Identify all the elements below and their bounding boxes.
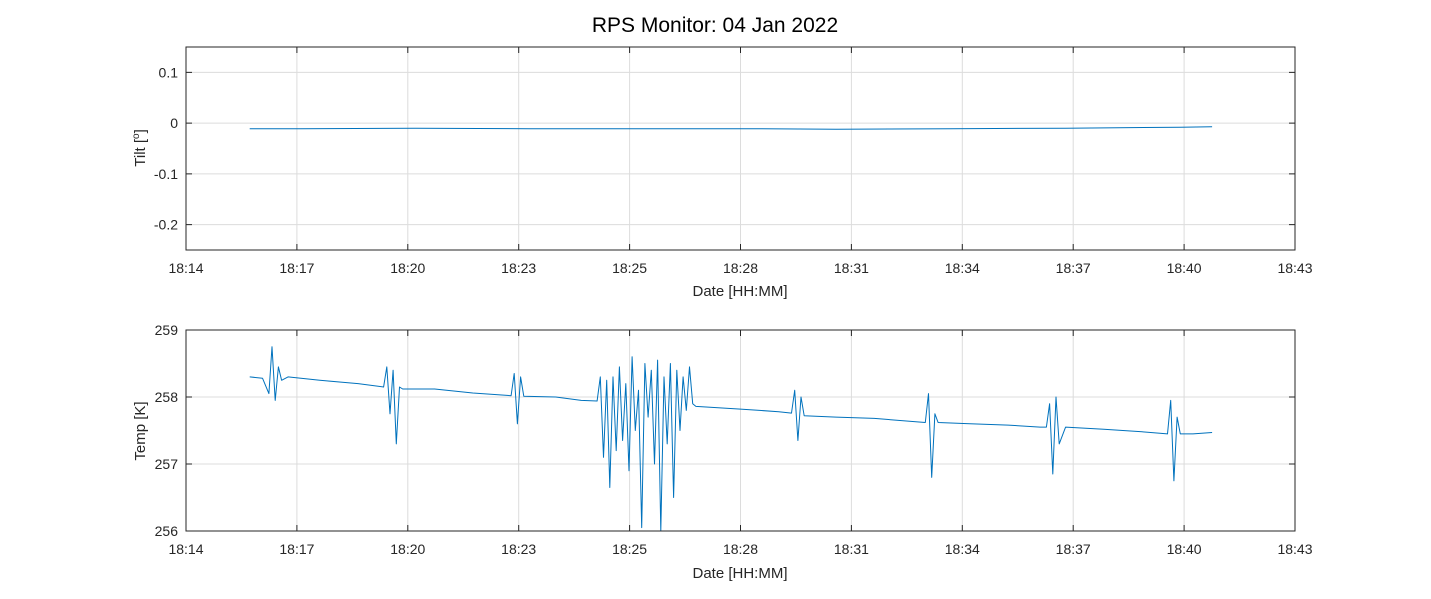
tilt-y-tick-labels: -0.2 -0.1 0 0.1 xyxy=(154,64,178,232)
tilt-x-tick-label: 18:31 xyxy=(834,260,869,276)
temp-x-tick-label: 18:17 xyxy=(279,541,314,557)
tilt-y-tick-label: -0.1 xyxy=(154,166,178,182)
temp-axes: 18:14 18:17 18:20 18:23 18:25 18:28 18:31 18:34… xyxy=(132,322,1313,582)
tilt-x-tick-label: 18:25 xyxy=(612,260,647,276)
tilt-y-tick-label: -0.2 xyxy=(154,217,178,233)
tilt-series-group xyxy=(249,126,1213,130)
tilt-y-label-superscript: o xyxy=(131,133,142,139)
tilt-x-tick-label: 18:20 xyxy=(390,260,425,276)
temp-x-tick-label: 18:23 xyxy=(501,541,536,557)
temp-x-tick-label: 18:37 xyxy=(1056,541,1091,557)
temp-series-group xyxy=(249,346,1213,532)
temp-x-tick-label: 18:31 xyxy=(834,541,869,557)
temp-series-line xyxy=(249,346,1213,532)
temp-ticks xyxy=(185,329,1296,532)
tilt-y-tick-label: 0 xyxy=(170,115,178,131)
tilt-x-tick-label: 18:43 xyxy=(1277,260,1312,276)
tilt-ticks xyxy=(185,47,1296,250)
temp-y-tick-labels: 256 257 258 259 xyxy=(155,322,179,539)
tilt-x-tick-label: 18:34 xyxy=(945,260,980,276)
temp-x-axis-label: Date [HH:MM] xyxy=(692,565,787,582)
temp-y-tick-label: 259 xyxy=(155,322,179,338)
tilt-x-tick-label: 18:17 xyxy=(279,260,314,276)
temp-y-tick-label: 258 xyxy=(155,389,179,405)
tilt-x-tick-label: 18:28 xyxy=(723,260,758,276)
temp-x-tick-label: 18:28 xyxy=(723,541,758,557)
tilt-x-tick-label: 18:37 xyxy=(1056,260,1091,276)
tilt-x-tick-label: 18:14 xyxy=(168,260,203,276)
temp-y-tick-label: 257 xyxy=(155,456,179,472)
tilt-y-label-end: ] xyxy=(132,129,149,133)
tilt-x-tick-label: 18:23 xyxy=(501,260,536,276)
temp-x-tick-label: 18:25 xyxy=(612,541,647,557)
tilt-axes: 18:14 18:17 18:20 18:23 18:25 18:28 18:31 18:34… xyxy=(131,46,1313,300)
tilt-grid xyxy=(186,47,1295,250)
temp-x-tick-labels: 18:14 18:17 18:20 18:23 18:25 18:28 18:31 18:34… xyxy=(168,541,1312,557)
tilt-y-tick-label: 0.1 xyxy=(159,64,179,80)
tilt-y-axis-label: Tilt [o] xyxy=(131,129,149,167)
temp-x-tick-label: 18:40 xyxy=(1167,541,1202,557)
tilt-y-label-main: Tilt [ xyxy=(132,138,149,167)
tilt-series-line xyxy=(249,126,1213,130)
tilt-x-tick-labels: 18:14 18:17 18:20 18:23 18:25 18:28 18:31 18:34… xyxy=(168,260,1312,276)
temp-x-tick-label: 18:43 xyxy=(1277,541,1312,557)
temp-y-axis-label: Temp [K] xyxy=(132,401,149,460)
tilt-x-tick-label: 18:40 xyxy=(1167,260,1202,276)
temp-x-tick-label: 18:20 xyxy=(390,541,425,557)
temp-x-tick-label: 18:34 xyxy=(945,541,980,557)
temp-y-tick-label: 256 xyxy=(155,523,179,539)
tilt-x-axis-label: Date [HH:MM] xyxy=(692,283,787,300)
temp-x-tick-label: 18:14 xyxy=(168,541,203,557)
figure-title: RPS Monitor: 04 Jan 2022 xyxy=(592,14,838,37)
